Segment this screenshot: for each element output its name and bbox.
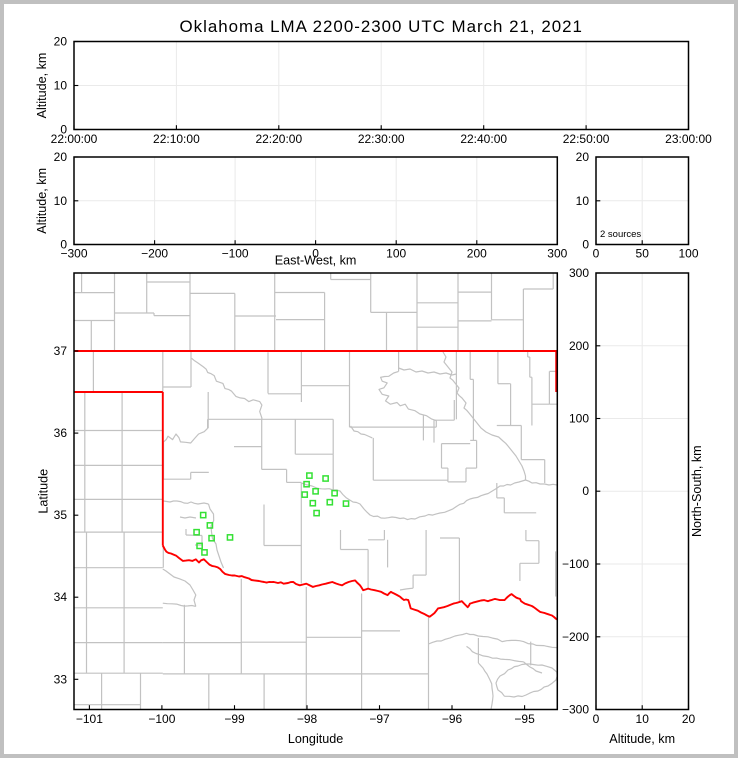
svg-text:0: 0 bbox=[60, 123, 67, 137]
svg-text:−98: −98 bbox=[297, 712, 318, 726]
svg-text:20: 20 bbox=[682, 712, 696, 726]
svg-text:10: 10 bbox=[576, 194, 590, 208]
svg-text:22:40:00: 22:40:00 bbox=[460, 132, 507, 146]
svg-text:−100: −100 bbox=[148, 712, 175, 726]
svg-text:−100: −100 bbox=[222, 246, 249, 260]
svg-text:200: 200 bbox=[467, 246, 487, 260]
svg-text:300: 300 bbox=[547, 246, 567, 260]
svg-text:22:20:00: 22:20:00 bbox=[255, 132, 302, 146]
svg-text:22:00:00: 22:00:00 bbox=[51, 132, 98, 146]
svg-text:East-West, km: East-West, km bbox=[275, 254, 357, 268]
svg-text:−99: −99 bbox=[224, 712, 245, 726]
svg-text:10: 10 bbox=[54, 194, 68, 208]
svg-text:22:50:00: 22:50:00 bbox=[563, 132, 610, 146]
svg-text:36: 36 bbox=[54, 426, 68, 440]
svg-text:200: 200 bbox=[569, 339, 589, 353]
svg-text:35: 35 bbox=[54, 508, 68, 522]
svg-text:Latitude: Latitude bbox=[36, 469, 50, 514]
svg-text:100: 100 bbox=[569, 412, 589, 426]
svg-text:20: 20 bbox=[576, 150, 590, 164]
svg-text:2 sources: 2 sources bbox=[600, 229, 641, 240]
svg-text:0: 0 bbox=[312, 246, 319, 260]
svg-text:22:30:00: 22:30:00 bbox=[358, 132, 405, 146]
svg-text:Altitude, km: Altitude, km bbox=[35, 168, 49, 234]
svg-text:100: 100 bbox=[678, 246, 698, 260]
svg-text:−300: −300 bbox=[562, 703, 589, 717]
svg-text:−97: −97 bbox=[369, 712, 390, 726]
svg-text:−300: −300 bbox=[60, 246, 87, 260]
svg-text:−200: −200 bbox=[141, 246, 168, 260]
svg-text:−96: −96 bbox=[442, 712, 463, 726]
svg-text:Longitude: Longitude bbox=[288, 732, 343, 746]
svg-text:0: 0 bbox=[593, 246, 600, 260]
svg-text:10: 10 bbox=[636, 712, 650, 726]
svg-text:34: 34 bbox=[54, 590, 68, 604]
svg-text:100: 100 bbox=[386, 246, 406, 260]
svg-text:−200: −200 bbox=[562, 630, 589, 644]
svg-text:−95: −95 bbox=[514, 712, 535, 726]
svg-text:20: 20 bbox=[54, 35, 68, 49]
svg-text:North-South, km: North-South, km bbox=[690, 445, 704, 537]
svg-text:20: 20 bbox=[54, 150, 68, 164]
svg-text:−100: −100 bbox=[562, 557, 589, 571]
svg-text:50: 50 bbox=[636, 246, 650, 260]
svg-text:23:00:00: 23:00:00 bbox=[665, 132, 712, 146]
svg-text:0: 0 bbox=[582, 238, 589, 252]
svg-text:Oklahoma LMA 2200-2300 UTC Mar: Oklahoma LMA 2200-2300 UTC March 21, 202… bbox=[179, 17, 582, 36]
svg-text:37: 37 bbox=[54, 344, 68, 358]
svg-text:−101: −101 bbox=[76, 712, 103, 726]
svg-text:10: 10 bbox=[54, 79, 68, 93]
svg-text:33: 33 bbox=[54, 672, 68, 686]
svg-text:Altitude, km: Altitude, km bbox=[609, 732, 675, 746]
svg-text:300: 300 bbox=[569, 266, 589, 280]
svg-text:0: 0 bbox=[582, 484, 589, 498]
svg-text:0: 0 bbox=[593, 712, 600, 726]
svg-text:Altitude, km: Altitude, km bbox=[35, 53, 49, 119]
svg-text:22:10:00: 22:10:00 bbox=[153, 132, 200, 146]
svg-text:0: 0 bbox=[60, 238, 67, 252]
